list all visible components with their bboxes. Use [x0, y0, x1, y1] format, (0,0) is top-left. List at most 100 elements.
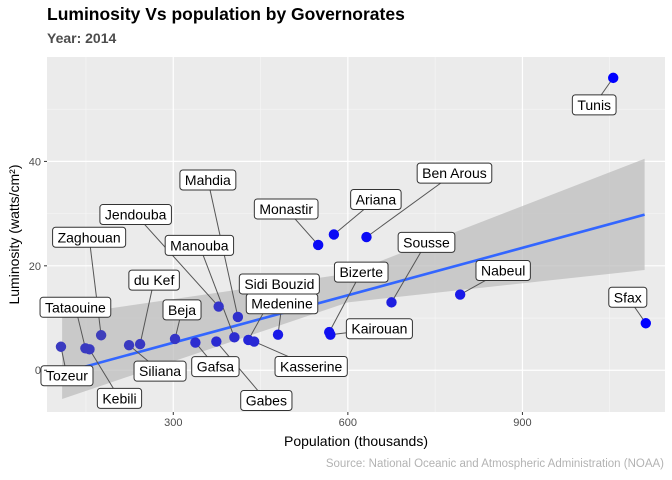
point-label: Monastir — [253, 198, 319, 220]
point-label-text: Nabeul — [481, 263, 525, 279]
data-point — [169, 333, 181, 345]
point-labels: Tunis Sfax Nabeul Sousse Ben Arous Ariana Mona… — [39, 94, 648, 412]
point-label: Sfax — [608, 286, 648, 308]
point-label-box — [238, 273, 320, 295]
point-label-text: Kasserine — [280, 359, 342, 375]
point-label-box — [253, 198, 319, 220]
chart-subtitle: Year: 2014 — [47, 30, 117, 46]
point-label: Sidi Bouzid — [238, 273, 320, 295]
data-point — [325, 329, 336, 340]
data-point — [134, 338, 146, 350]
point-label: Kairouan — [345, 318, 413, 340]
point-label-box — [416, 162, 493, 184]
data-points — [55, 72, 651, 355]
data-point — [55, 341, 67, 352]
point-label-text: Tataouine — [45, 299, 106, 315]
point-label-box — [475, 260, 531, 282]
point-label-box — [240, 390, 293, 412]
x-axis-title: Population (thousands) — [284, 433, 428, 449]
point-label-box — [191, 356, 240, 378]
point-label: Jendouba — [99, 204, 172, 226]
point-label: Beja — [162, 299, 202, 321]
point-label-text: Sidi Bouzid — [244, 276, 314, 292]
point-label-text: Monastir — [259, 201, 313, 217]
point-label-text: du Kef — [134, 272, 175, 288]
point-label-box — [40, 365, 94, 387]
point-label: Mahdia — [179, 169, 237, 191]
y-axis-title: Luminosity (watts/cm²) — [6, 164, 22, 304]
data-point — [328, 229, 340, 240]
data-point — [211, 336, 222, 347]
data-point — [232, 311, 244, 323]
point-label: Ariana — [350, 189, 402, 210]
x-tick-label: 900 — [513, 417, 531, 429]
leader-line — [88, 237, 102, 336]
point-label-box — [164, 234, 235, 256]
point-label-text: Kairouan — [351, 321, 407, 337]
x-axis: 300 600 900 — [164, 412, 532, 429]
point-label: Nabeul — [475, 260, 531, 282]
leader-line — [139, 280, 155, 345]
leader-line — [135, 214, 220, 307]
data-point — [312, 239, 324, 251]
data-point — [95, 330, 107, 341]
data-point — [229, 332, 240, 343]
point-label-box — [39, 296, 112, 318]
point-label-text: Siliana — [139, 363, 181, 379]
point-label-text: Bizerte — [339, 264, 383, 280]
data-point — [608, 72, 619, 84]
point-label-text: Zaghouan — [58, 229, 121, 245]
data-point — [361, 231, 372, 243]
point-label: Tunis — [571, 94, 617, 116]
point-label: Manouba — [164, 234, 235, 256]
point-label: Medenine — [245, 293, 319, 315]
point-label: Bizerte — [333, 261, 389, 283]
point-label: Zaghouan — [52, 226, 127, 248]
point-label: Ben Arous — [416, 162, 493, 184]
leader-line — [198, 245, 235, 338]
point-label-box — [397, 231, 456, 253]
point-label-box — [571, 94, 617, 116]
leader-line — [366, 172, 455, 238]
y-tick-label: 40 — [29, 156, 41, 168]
x-tick-label: 600 — [339, 417, 357, 429]
data-point — [248, 336, 260, 347]
point-label: du Kef — [128, 269, 180, 291]
data-point — [84, 344, 95, 355]
point-label-box — [52, 226, 127, 248]
point-label-box — [128, 269, 180, 291]
data-point — [213, 301, 224, 312]
point-label-text: Medenine — [251, 296, 313, 312]
y-tick-label: 0 — [35, 365, 41, 377]
point-label-text: Tunis — [577, 97, 611, 113]
point-label-text: Jendouba — [105, 207, 167, 223]
point-label-text: Ben Arous — [422, 165, 487, 181]
y-tick-label: 20 — [29, 261, 41, 273]
data-point — [640, 318, 651, 329]
data-point — [123, 339, 135, 351]
point-label-box — [133, 360, 187, 382]
trend-line — [61, 213, 645, 375]
point-label-box — [608, 286, 648, 308]
point-label-text: Mahdia — [185, 172, 231, 188]
point-label-text: Gabes — [246, 393, 287, 409]
point-label: Sousse — [397, 231, 456, 253]
point-label-box — [333, 261, 389, 283]
chart-caption: Source: National Oceanic and Atmospheric… — [325, 458, 664, 470]
data-point — [386, 297, 397, 308]
point-label-box — [345, 318, 413, 340]
point-label-text: Sfax — [614, 289, 642, 305]
point-label: Tataouine — [39, 296, 112, 318]
y-axis: 0 20 40 — [29, 156, 47, 377]
point-label-text: Kebili — [102, 390, 136, 406]
point-label: Gabes — [240, 390, 293, 412]
point-label-box — [96, 387, 143, 409]
point-label-text: Sousse — [403, 234, 450, 250]
data-point — [272, 329, 284, 340]
point-label-box — [99, 204, 172, 226]
data-point — [454, 289, 466, 300]
point-label-box — [274, 356, 348, 378]
point-label-box — [179, 169, 237, 191]
point-label: Gafsa — [191, 356, 240, 378]
